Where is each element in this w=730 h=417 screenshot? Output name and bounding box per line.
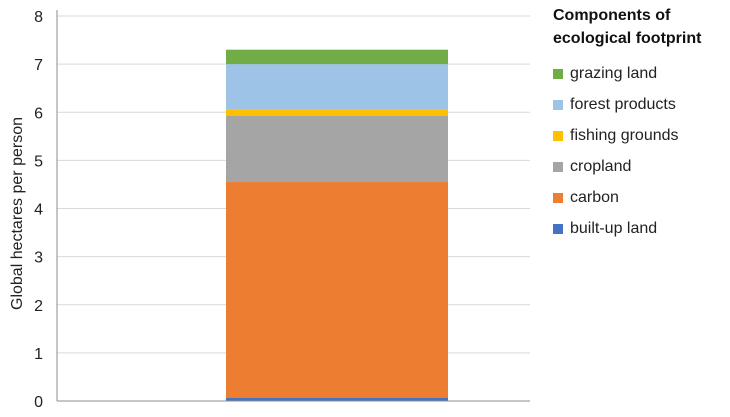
y-axis-title: Global hectares per person [9, 117, 26, 310]
legend-item-cropland: cropland [553, 151, 728, 182]
legend-title: Components of ecological footprint [553, 7, 702, 47]
y-tick-label: 0 [34, 394, 43, 411]
y-tick-label: 2 [34, 298, 43, 315]
bar-segment-cropland [226, 115, 448, 183]
legend: Components of ecological footprint grazi… [553, 4, 728, 244]
y-tick-label: 1 [34, 346, 43, 363]
y-tick-label: 5 [34, 153, 43, 170]
legend-swatch [553, 192, 563, 203]
bar-segment-forest-products [226, 64, 448, 110]
legend-label: carbon [570, 188, 619, 206]
legend-label: cropland [570, 157, 632, 175]
bar-segment-grazing-land [226, 49, 448, 65]
legend-label: forest products [570, 95, 676, 113]
legend-swatch [553, 68, 563, 79]
legend-item-grazing-land: grazing land [553, 58, 728, 89]
legend-item-carbon: carbon [553, 182, 728, 213]
legend-label: fishing grounds [570, 126, 679, 144]
legend-swatch [553, 161, 563, 172]
axes [56, 10, 530, 402]
y-tick-label: 6 [34, 105, 43, 122]
bar-segments [226, 49, 448, 401]
y-tick-label: 3 [34, 250, 43, 267]
legend-item-forest-products: forest products [553, 89, 728, 120]
legend-label: grazing land [570, 64, 658, 82]
y-tick-labels: 0 1 2 3 4 5 6 7 8 [34, 9, 43, 411]
bar-segment-fishing-grounds [226, 109, 448, 116]
bar-segment-carbon [226, 182, 448, 398]
legend-swatch [553, 223, 563, 234]
y-tick-label: 4 [34, 202, 43, 219]
y-tick-label: 7 [34, 57, 43, 74]
legend-swatch [553, 130, 563, 141]
legend-item-fishing-grounds: fishing grounds [553, 120, 728, 151]
bar-segment-built-up-land [226, 397, 448, 401]
legend-label: built-up land [570, 219, 658, 237]
legend-item-built-up-land: built-up land [553, 213, 728, 244]
y-tick-label: 8 [34, 9, 43, 26]
legend-items: grazing land forest products fishing groun… [553, 58, 728, 244]
legend-swatch [553, 99, 563, 110]
